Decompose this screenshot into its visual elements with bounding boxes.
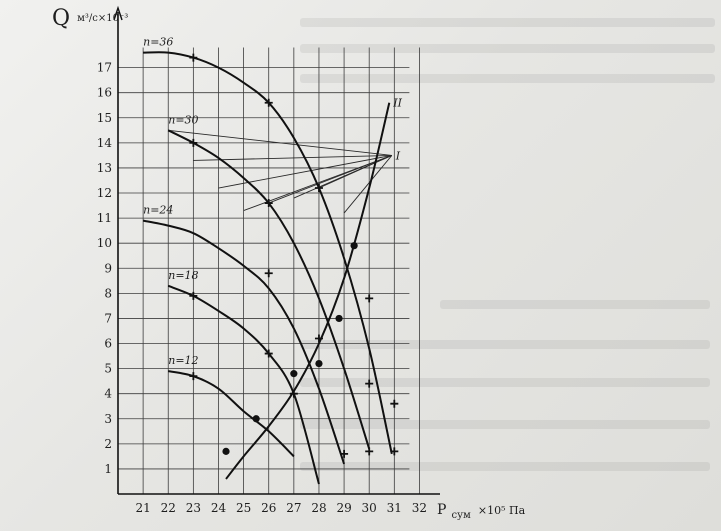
annotation-line (318, 154, 392, 189)
annotation-line (343, 155, 393, 214)
y-tick-label: 13 (97, 161, 112, 175)
x-tick-label: 21 (135, 501, 150, 515)
label-n-24: n=24 (143, 204, 173, 217)
x-tick-label: 26 (261, 501, 276, 515)
series-line-n-30 (167, 129, 371, 450)
marker-cross (365, 294, 374, 303)
annotation-line (268, 154, 392, 204)
markers (189, 53, 399, 458)
label-n-12: n=12 (168, 354, 198, 367)
x-axis-symbol: P (437, 502, 446, 518)
y-axis-arrow (113, 5, 123, 21)
ghost-text-line (300, 44, 715, 53)
x-axis-subscript: сум (452, 510, 471, 521)
label-n-18: n=18 (168, 269, 198, 282)
marker-cross (264, 199, 273, 208)
marker-cross (189, 291, 198, 300)
y-tick-label: 12 (97, 186, 112, 200)
ghost-text-line (300, 462, 710, 471)
x-tick-label: 22 (161, 501, 176, 515)
label-curve-II: II (392, 97, 402, 110)
y-axis-symbol: Q (52, 6, 70, 31)
y-tick-label: 4 (104, 387, 112, 401)
y-tick-label: 11 (97, 211, 112, 225)
y-tick-label: 15 (97, 111, 112, 125)
marker-cross (314, 184, 323, 193)
tick-labels: 21 22 23 24 25 26 27 28 29 30 31 321234567891011121… (97, 61, 427, 515)
y-tick-label: 2 (104, 437, 112, 451)
marker-cross (264, 349, 273, 358)
marker-dot (290, 370, 298, 378)
y-tick-label: 16 (97, 86, 112, 100)
marker-cross (189, 372, 198, 381)
ghost-text-line (300, 378, 710, 387)
annotation-line (193, 154, 392, 161)
x-tick-label: 29 (336, 501, 351, 515)
marker-cross (264, 269, 273, 278)
y-tick-label: 14 (97, 136, 113, 150)
marker-cross (289, 389, 298, 398)
curve-II (225, 102, 391, 480)
ghost-text-line (300, 18, 715, 27)
series-line-n-36 (143, 51, 393, 455)
y-tick-label: 3 (104, 412, 112, 426)
series-line-n-24 (142, 219, 346, 465)
x-tick-label: 28 (311, 501, 326, 515)
marker-cross (365, 447, 374, 456)
curve-labels: In=36 n=30 n=24 n=18 n=12 II (143, 36, 403, 368)
x-tick-label: 23 (186, 501, 201, 515)
x-tick-label: 27 (286, 501, 301, 515)
x-tick-label: 32 (412, 501, 427, 515)
y-axis-title: Q м³/с×10⁻³ (52, 6, 128, 31)
marker-cross (365, 379, 374, 388)
y-tick-label: 9 (104, 261, 112, 275)
y-tick-label: 8 (104, 286, 112, 300)
y-tick-label: 6 (104, 337, 112, 351)
y-tick-label: 5 (104, 362, 112, 376)
x-axis-title: P сум ×10⁵ Па (437, 499, 526, 522)
y-tick-label: 1 (104, 462, 112, 476)
x-axis-unit: ×10⁵ Па (478, 504, 526, 517)
marker-cross (390, 447, 399, 456)
ghost-text-line (300, 340, 710, 349)
y-tick-label: 10 (97, 236, 112, 250)
y-axis-unit: м³/с×10⁻³ (77, 13, 128, 24)
label-curve-I: I (395, 149, 401, 162)
x-tick-label: 25 (236, 501, 251, 515)
x-tick-label: 31 (387, 501, 402, 515)
axes (113, 5, 440, 495)
label-n-36: n=36 (143, 36, 173, 49)
marker-dot (315, 359, 323, 368)
ghost-text-line (300, 420, 710, 429)
marker-dot (252, 415, 260, 423)
marker-cross (264, 98, 273, 107)
x-tick-label: 30 (362, 501, 377, 515)
marker-dot (222, 447, 230, 455)
marker-cross (340, 449, 349, 458)
x-tick-label: 24 (211, 501, 227, 515)
label-n-30: n=30 (168, 113, 198, 126)
marker-dot (335, 314, 343, 323)
marker-dot (350, 242, 358, 250)
y-tick-label: 17 (97, 61, 112, 75)
ghost-text-line (300, 74, 715, 83)
annotation-line (168, 129, 392, 156)
marker-cross (189, 138, 198, 147)
ghost-text-line (440, 300, 710, 309)
y-tick-label: 7 (104, 311, 112, 325)
marker-cross (314, 334, 323, 343)
marker-cross (189, 53, 198, 62)
marker-cross (390, 399, 399, 408)
